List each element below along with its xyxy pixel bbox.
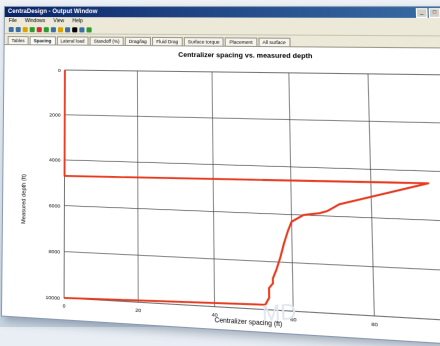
- toolbar-icon-2[interactable]: [23, 27, 28, 32]
- x-gridline: [289, 73, 293, 311]
- x-tick-label: 40: [212, 312, 218, 319]
- toolbar-icon-0[interactable]: [9, 27, 14, 32]
- toolbar-icon-1[interactable]: [16, 27, 21, 32]
- y-tick-label: 6000: [49, 203, 61, 210]
- tab-placement[interactable]: Placement: [225, 37, 257, 46]
- toolbar-icon-5[interactable]: [44, 27, 49, 32]
- toolbar-icon-11[interactable]: [87, 27, 92, 32]
- tab-spacing[interactable]: Spacing: [30, 36, 56, 44]
- toolbar-icon-7[interactable]: [58, 27, 63, 32]
- x-gridline: [137, 71, 138, 302]
- y-tick-label: 8000: [49, 249, 61, 256]
- tab-drag-lag[interactable]: Drag/lag: [125, 37, 151, 45]
- x-tick-label: 20: [135, 307, 141, 314]
- x-gridline: [368, 74, 374, 316]
- y-gridline: [65, 115, 440, 123]
- tab-surface-torque[interactable]: Surface torque: [184, 37, 224, 46]
- y-tick-label: 10000: [45, 295, 60, 302]
- plot-frame: [64, 70, 440, 321]
- tab-lateral-load[interactable]: Lateral load: [56, 36, 88, 44]
- series-group: [64, 70, 433, 319]
- output-window: CentraDesign - Output Window _ □ × File …: [1, 6, 440, 346]
- chart-title: Centralizer spacing vs. measured depth: [178, 52, 312, 61]
- chart-area: Centralizer spacing vs. measured depth M…: [2, 45, 440, 344]
- maximize-button[interactable]: □: [429, 8, 440, 18]
- y-gridline: [64, 252, 440, 271]
- x-gridline: [212, 72, 215, 307]
- x-tick-label: 80: [371, 321, 378, 328]
- toolbar-icon-10[interactable]: [79, 27, 84, 32]
- y-tick-label: 2000: [49, 112, 61, 118]
- y-tick-label: 4000: [49, 157, 61, 164]
- toolbar-icon-8[interactable]: [65, 27, 70, 32]
- minimize-button[interactable]: _: [416, 8, 428, 18]
- caption-text: MD: [261, 299, 297, 327]
- y-tick-label: 0: [58, 68, 61, 74]
- y-gridline: [64, 206, 440, 221]
- menu-help[interactable]: Help: [72, 18, 83, 24]
- menu-windows[interactable]: Windows: [25, 18, 45, 24]
- y-axis-label: Measured depth (ft): [21, 174, 28, 224]
- menu-view[interactable]: View: [53, 18, 64, 24]
- grid: [64, 70, 440, 321]
- x-tick-label: 0: [63, 303, 66, 310]
- series-line-0: [64, 70, 433, 319]
- menu-file[interactable]: File: [9, 18, 17, 24]
- tab-standoff[interactable]: Standoff (%): [90, 37, 124, 45]
- tab-tables[interactable]: Tables: [8, 36, 29, 44]
- y-gridline: [65, 160, 440, 172]
- tab-fluid-drag[interactable]: Fluid Drag: [152, 37, 183, 46]
- tab-all-surface[interactable]: All surface: [258, 38, 290, 47]
- toolbar-icon-3[interactable]: [30, 27, 35, 32]
- toolbar-icon-9[interactable]: [72, 27, 77, 32]
- toolbar-icon-4[interactable]: [37, 27, 42, 32]
- window-title: CentraDesign - Output Window: [8, 9, 416, 16]
- ticks: 0204060801000200040006000800010000: [45, 68, 440, 334]
- toolbar-icon-6[interactable]: [51, 27, 56, 32]
- chart: Centralizer spacing vs. measured depth M…: [2, 45, 440, 344]
